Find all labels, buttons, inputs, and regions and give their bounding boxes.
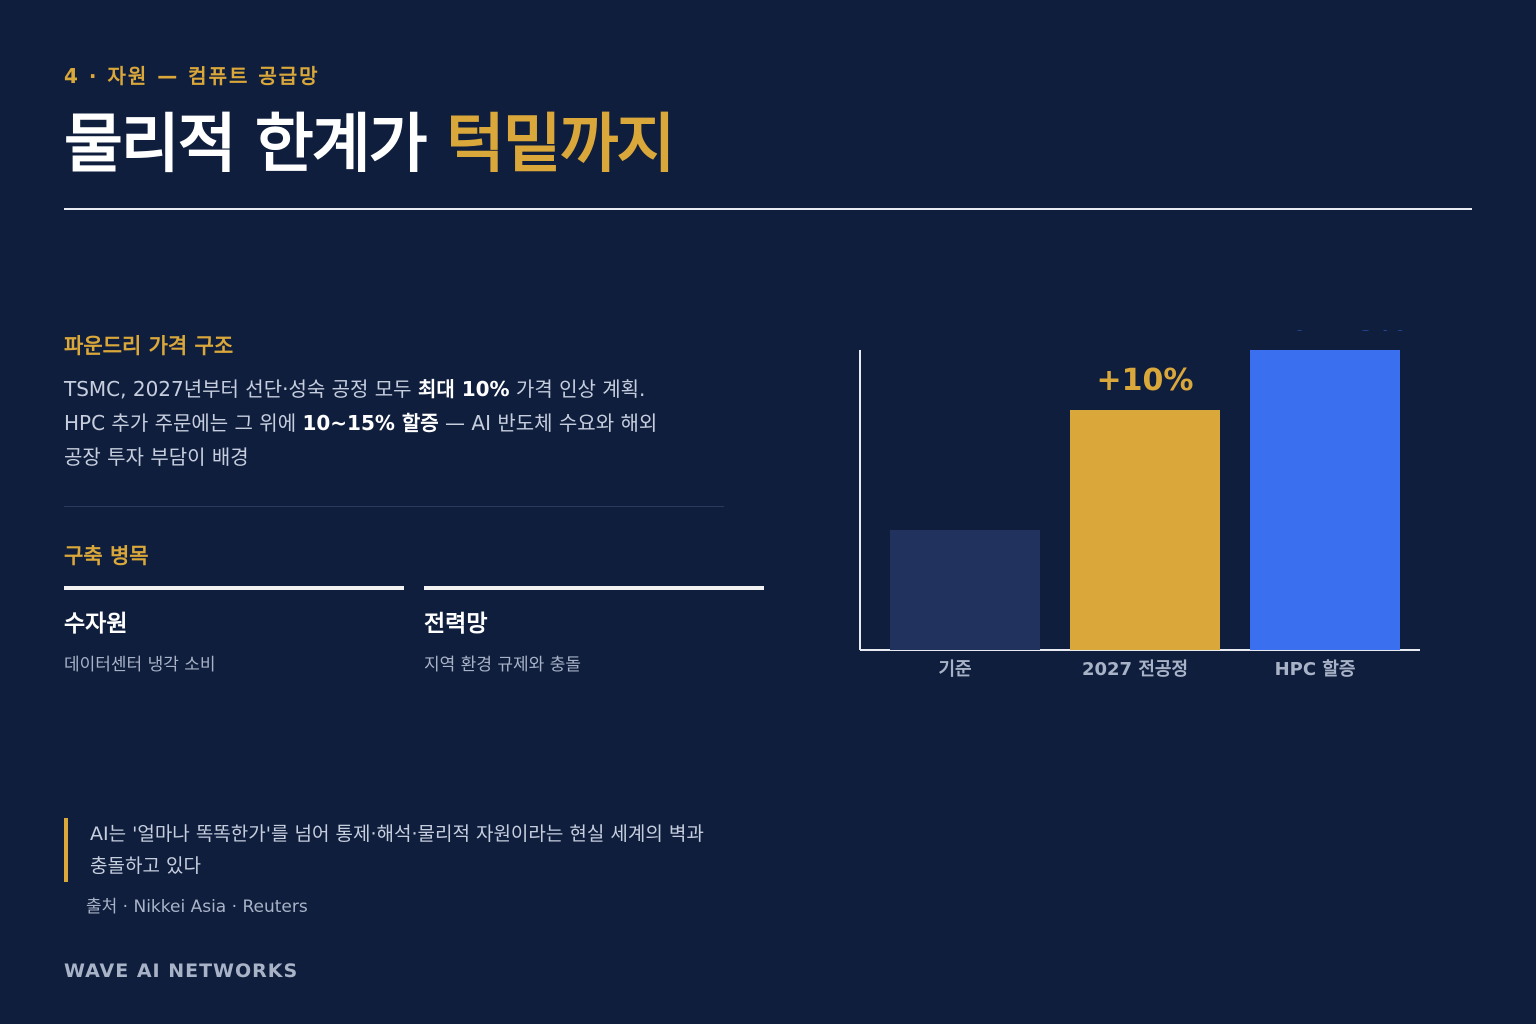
pricing-heading: 파운드리 가격 구조 <box>64 334 234 358</box>
quote-line-1: AI는 '얼마나 똑똑한가'를 넘어 통제·해석·물리적 자원이라는 현실 세계… <box>90 823 704 845</box>
quote-line-2: 충돌하고 있다 <box>90 855 201 877</box>
bar-value-label-2: +10~15% <box>1243 330 1407 338</box>
pricing-body: TSMC, 2027년부터 선단·성숙 공정 모두 최대 10% 가격 인상 계… <box>64 372 724 474</box>
closing-quote: AI는 '얼마나 똑똑한가'를 넘어 통제·해석·물리적 자원이라는 현실 세계… <box>64 818 740 882</box>
brand-footer: WAVE AI NETWORKS <box>64 960 299 982</box>
section-eyebrow: 4 · 자원 — 컴퓨트 공급망 <box>64 64 320 88</box>
page-title: 물리적 한계가 턱밑까지 <box>64 100 676 190</box>
title-highlight: 턱밑까지 <box>445 108 676 182</box>
bottleneck-card-water: 수자원 데이터센터 냉각 소비 <box>64 586 404 675</box>
pricing-line-1-bold: 최대 10% <box>417 377 510 401</box>
title-main: 물리적 한계가 <box>64 108 428 182</box>
pricing-line-2-text: HPC 추가 주문에는 그 위에 <box>64 411 303 435</box>
pricing-line-2-end: — AI 반도체 수요와 해외 <box>438 411 658 435</box>
source-credit: 출처 · Nikkei Asia · Reuters <box>86 897 308 917</box>
x-tick-label-2: HPC 할증 <box>1275 658 1356 680</box>
card-desc: 데이터센터 냉각 소비 <box>64 655 216 675</box>
bar-group: 기준 +10% 2027 전공정 +10~15% HPC 할증 <box>890 330 1407 680</box>
x-tick-label-0: 기준 <box>938 659 971 680</box>
pricing-line-3: 공장 투자 부담이 배경 <box>64 445 249 469</box>
bar-1 <box>1070 410 1220 650</box>
pricing-line-2-bold: 10~15% 할증 <box>302 411 439 435</box>
card-title: 전력망 <box>424 611 488 637</box>
x-tick-label-1: 2027 전공정 <box>1082 659 1188 680</box>
card-title: 수자원 <box>64 611 128 637</box>
bottleneck-heading: 구축 병목 <box>64 544 149 568</box>
pricing-line-1: TSMC, 2027년부터 선단·성숙 공정 모두 최대 10% 가격 인상 계… <box>64 372 724 406</box>
pricing-line-1-text: TSMC, 2027년부터 선단·성숙 공정 모두 <box>64 377 418 401</box>
bottleneck-card-power: 전력망 지역 환경 규제와 충돌 <box>424 586 764 675</box>
card-desc: 지역 환경 규제와 충돌 <box>424 655 581 675</box>
price-increase-chart: 기준 +10% 2027 전공정 +10~15% HPC 할증 <box>859 330 1420 680</box>
bar-0 <box>890 530 1040 650</box>
title-rule <box>64 208 1472 210</box>
bar-2 <box>1250 350 1400 650</box>
pricing-line-2: HPC 추가 주문에는 그 위에 10~15% 할증 — AI 반도체 수요와 … <box>64 406 724 440</box>
bar-value-label-1: +10% <box>1097 363 1194 398</box>
pricing-line-1-end: 가격 인상 계획. <box>509 377 646 401</box>
section-divider <box>64 506 724 507</box>
